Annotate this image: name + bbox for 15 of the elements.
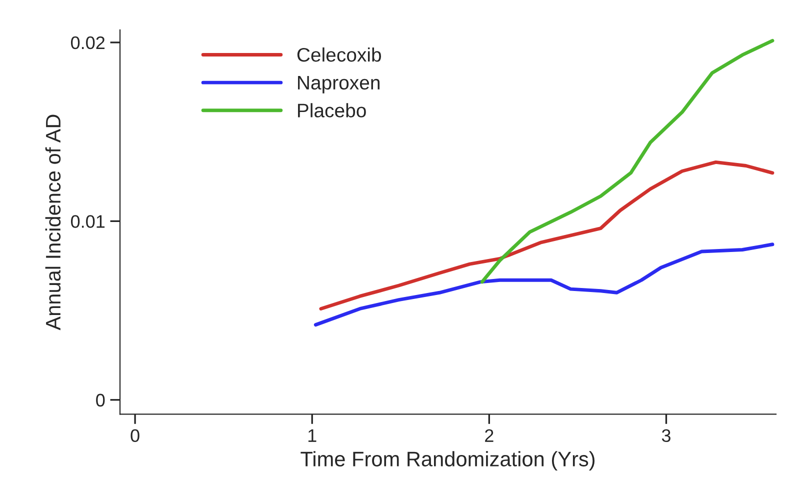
- legend-label: Placebo: [298, 103, 366, 118]
- line-series: [319, 160, 774, 310]
- x-tick-label: 3: [662, 429, 670, 442]
- y-axis-title: Annual Incidence of AD: [45, 114, 61, 330]
- y-tick-label: 0.02: [70, 36, 105, 50]
- legend-label: Celecoxib: [297, 47, 381, 62]
- y-tick-label: 0: [96, 394, 105, 407]
- line-series: [314, 242, 774, 327]
- x-tick-label: 2: [485, 429, 494, 442]
- legend-label: Naproxen: [298, 76, 380, 94]
- x-tick-label: 1: [308, 429, 316, 442]
- x-tick-label: 0: [130, 429, 140, 442]
- line-series: [480, 38, 774, 284]
- x-axis-title: Time From Randomization (Yrs): [300, 451, 595, 471]
- y-tick-label: 0.01: [70, 215, 105, 228]
